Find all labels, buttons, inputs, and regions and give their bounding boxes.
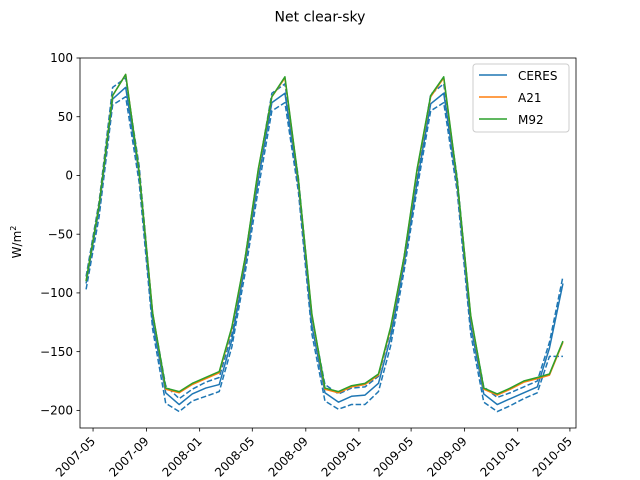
x-tick-label: 2009-09 bbox=[424, 434, 469, 479]
y-axis-label: W/m2 bbox=[9, 226, 24, 259]
y-tick-label: −100 bbox=[40, 286, 73, 300]
y-tick-label: −200 bbox=[40, 404, 73, 418]
y-tick-label: −50 bbox=[48, 227, 73, 241]
series-line-m92 bbox=[85, 73, 564, 395]
legend-box bbox=[472, 63, 570, 133]
y-axis-label-superscript: 2 bbox=[9, 226, 18, 231]
y-axis-label-text: W/m bbox=[10, 231, 24, 259]
plot-lines bbox=[85, 73, 564, 413]
x-tick-label: 2008-09 bbox=[266, 434, 311, 479]
x-tick-label: 2010-01 bbox=[477, 434, 522, 479]
series-line-a21 bbox=[85, 73, 564, 396]
x-axis: 2007-05 2007-09 2008-01 2008-05 2008-09 2009-… bbox=[53, 428, 575, 480]
series-line-ceres bbox=[85, 86, 564, 406]
chart-title: Net clear-sky bbox=[275, 10, 366, 26]
series-line-ceres-lower-bound bbox=[85, 96, 563, 413]
y-tick-label: 100 bbox=[50, 51, 73, 65]
y-tick-label: 50 bbox=[58, 110, 73, 124]
legend-label-ceres: CERES bbox=[518, 69, 558, 83]
x-tick-label: 2007-05 bbox=[53, 434, 98, 479]
x-tick-label: 2007-09 bbox=[106, 434, 151, 479]
x-tick-label: 2010-05 bbox=[530, 434, 575, 479]
svg-text:W/m2: W/m2 bbox=[9, 226, 24, 259]
legend: CERES A21 M92 bbox=[472, 63, 570, 133]
y-tick-label: −150 bbox=[40, 345, 73, 359]
x-tick-label: 2008-01 bbox=[159, 434, 204, 479]
legend-label-m92: M92 bbox=[518, 113, 544, 127]
plot-frame bbox=[79, 57, 577, 429]
x-tick-label: 2008-05 bbox=[212, 434, 257, 479]
y-axis: 100 50 0 −50 −100 −150 −200 bbox=[40, 51, 80, 418]
x-tick-label: 2009-01 bbox=[319, 434, 364, 479]
legend-label-a21: A21 bbox=[518, 91, 541, 105]
y-tick-label: 0 bbox=[65, 169, 73, 183]
x-tick-label: 2009-05 bbox=[371, 434, 416, 479]
